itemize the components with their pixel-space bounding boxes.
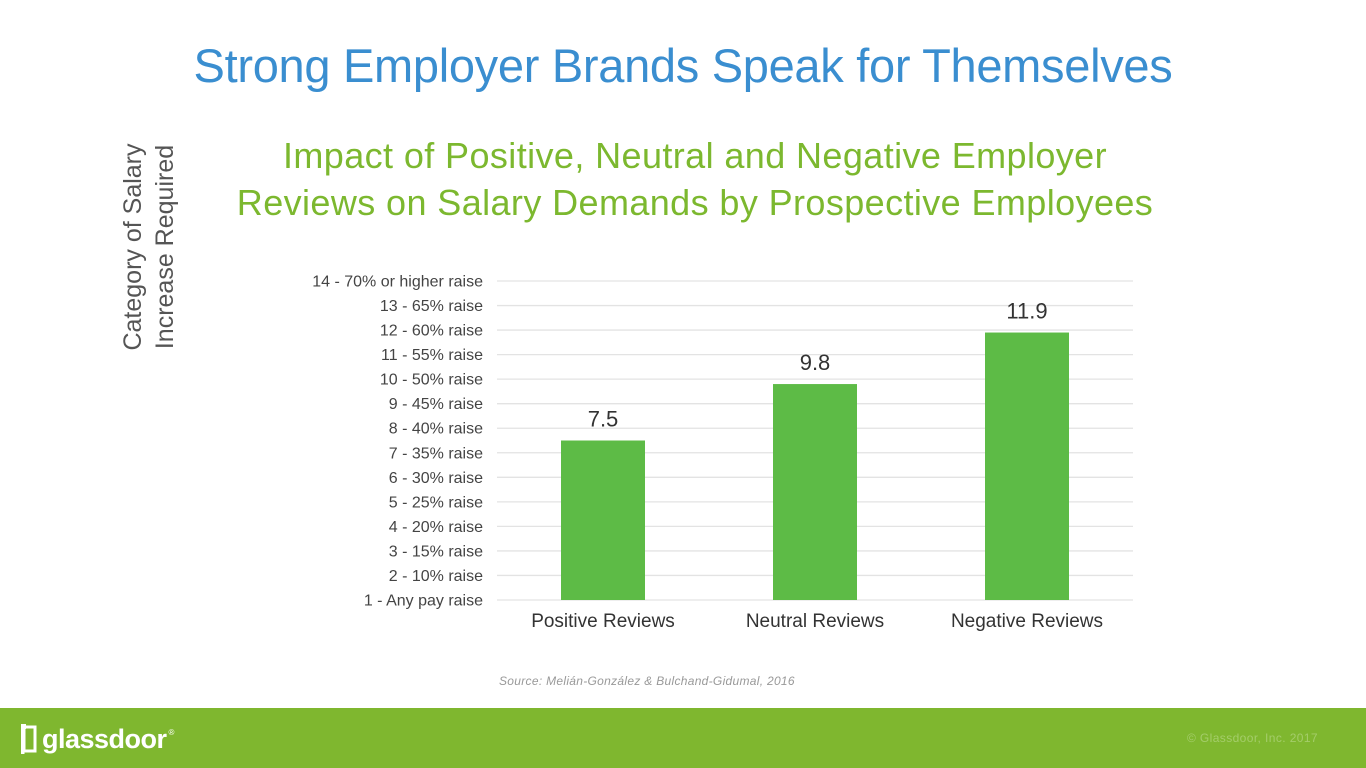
glassdoor-door-icon xyxy=(20,724,37,754)
y-tick-label: 3 - 15% raise xyxy=(389,543,483,560)
y-tick-label: 4 - 20% raise xyxy=(389,519,483,536)
bar xyxy=(561,440,645,600)
bar xyxy=(985,332,1069,600)
subtitle-line-2: Reviews on Salary Demands by Prospective… xyxy=(236,182,1154,223)
footer-bar: glassdoor ® © Glassdoor, Inc. 2017 xyxy=(0,708,1366,768)
y-tick-label: 12 - 60% raise xyxy=(380,323,483,340)
bar xyxy=(773,384,857,600)
data-label: 9.8 xyxy=(800,350,831,375)
y-tick-label: 8 - 40% raise xyxy=(389,421,483,438)
y-tick-label: 9 - 45% raise xyxy=(389,396,483,413)
data-label: 7.5 xyxy=(588,407,619,432)
chart-subtitle: Impact of Positive, Neutral and Negative… xyxy=(0,132,1366,226)
y-tick-label: 2 - 10% raise xyxy=(389,568,483,585)
y-tick-label: 11 - 55% raise xyxy=(381,347,483,364)
copyright-notice: © Glassdoor, Inc. 2017 xyxy=(1186,731,1318,745)
x-category-label: Neutral Reviews xyxy=(746,611,884,632)
x-category-label: Negative Reviews xyxy=(951,611,1103,632)
bar-chart: 1 - Any pay raise 2 - 10% raise 3 - 15% ra… xyxy=(312,274,1133,632)
slide-title: Strong Employer Brands Speak for Themsel… xyxy=(193,39,1173,92)
x-category-label: Positive Reviews xyxy=(531,611,675,632)
logo-wordmark: glassdoor xyxy=(42,724,167,754)
y-tick-label: 5 - 25% raise xyxy=(389,494,483,511)
y-tick-label: 6 - 30% raise xyxy=(389,470,483,487)
y-tick-label: 10 - 50% raise xyxy=(380,372,483,389)
y-tick-label: 14 - 70% or higher raise xyxy=(312,274,483,291)
subtitle-line-1: Impact of Positive, Neutral and Negative… xyxy=(283,135,1107,176)
y-tick-label: 13 - 65% raise xyxy=(380,298,483,315)
y-tick-label: 7 - 35% raise xyxy=(389,445,483,462)
registered-mark: ® xyxy=(168,728,175,737)
data-label: 11.9 xyxy=(1006,299,1047,324)
glassdoor-logo[interactable]: glassdoor ® xyxy=(20,722,174,756)
y-tick-label: 1 - Any pay raise xyxy=(364,593,483,610)
source-citation: Source: Melián-González & Bulchand-Gidum… xyxy=(499,674,795,688)
